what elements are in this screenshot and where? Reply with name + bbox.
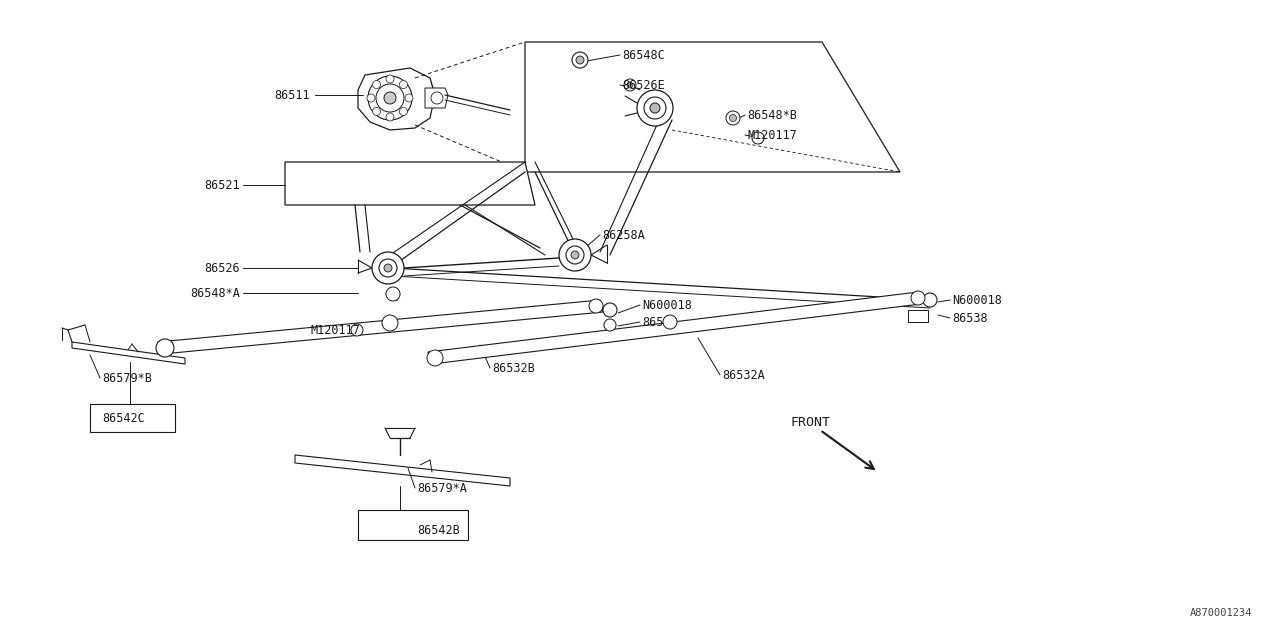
Text: 86542B: 86542B bbox=[417, 524, 460, 536]
Polygon shape bbox=[90, 404, 175, 432]
Circle shape bbox=[753, 132, 764, 144]
Circle shape bbox=[387, 113, 394, 121]
Circle shape bbox=[372, 81, 380, 88]
Polygon shape bbox=[157, 300, 603, 354]
Text: M120117: M120117 bbox=[310, 323, 360, 337]
Text: 86542C: 86542C bbox=[102, 412, 145, 424]
Circle shape bbox=[399, 81, 407, 88]
Circle shape bbox=[911, 291, 925, 305]
Circle shape bbox=[387, 75, 394, 83]
Circle shape bbox=[431, 92, 443, 104]
Polygon shape bbox=[358, 510, 468, 540]
Circle shape bbox=[372, 108, 380, 115]
Circle shape bbox=[384, 92, 396, 104]
Text: 86579*A: 86579*A bbox=[417, 481, 467, 495]
Text: 86526E: 86526E bbox=[622, 79, 664, 92]
Circle shape bbox=[627, 82, 634, 88]
Text: 86548*B: 86548*B bbox=[748, 109, 797, 122]
Polygon shape bbox=[294, 455, 509, 486]
Circle shape bbox=[589, 299, 603, 313]
Circle shape bbox=[625, 79, 636, 91]
Text: 86548*A: 86548*A bbox=[191, 287, 241, 300]
Polygon shape bbox=[72, 342, 186, 364]
Circle shape bbox=[372, 252, 404, 284]
Circle shape bbox=[726, 111, 740, 125]
Circle shape bbox=[566, 246, 584, 264]
Circle shape bbox=[428, 350, 443, 366]
Polygon shape bbox=[358, 68, 435, 130]
Text: 86526: 86526 bbox=[205, 262, 241, 275]
Circle shape bbox=[404, 94, 413, 102]
Circle shape bbox=[379, 259, 397, 277]
Text: 86548C: 86548C bbox=[622, 49, 664, 61]
Text: 86579*B: 86579*B bbox=[102, 371, 152, 385]
Circle shape bbox=[376, 84, 404, 112]
Circle shape bbox=[399, 108, 407, 115]
Circle shape bbox=[384, 264, 392, 272]
Circle shape bbox=[351, 324, 364, 336]
Text: M120117: M120117 bbox=[748, 129, 797, 141]
Text: 86511: 86511 bbox=[274, 88, 310, 102]
Circle shape bbox=[572, 52, 588, 68]
Circle shape bbox=[637, 90, 673, 126]
Polygon shape bbox=[425, 88, 448, 108]
Text: N600018: N600018 bbox=[952, 294, 1002, 307]
Circle shape bbox=[387, 287, 401, 301]
Circle shape bbox=[571, 251, 579, 259]
Text: 86521: 86521 bbox=[205, 179, 241, 191]
Text: A870001234: A870001234 bbox=[1189, 608, 1252, 618]
Circle shape bbox=[730, 115, 736, 122]
Polygon shape bbox=[908, 310, 928, 322]
Text: 86538: 86538 bbox=[952, 312, 988, 324]
Circle shape bbox=[367, 94, 375, 102]
Text: 86532B: 86532B bbox=[492, 362, 535, 374]
Polygon shape bbox=[428, 292, 922, 364]
Polygon shape bbox=[525, 42, 900, 172]
Text: 86532A: 86532A bbox=[722, 369, 764, 381]
Text: N600018: N600018 bbox=[643, 298, 692, 312]
Polygon shape bbox=[285, 162, 535, 205]
Circle shape bbox=[663, 315, 677, 329]
Circle shape bbox=[604, 319, 616, 331]
Circle shape bbox=[644, 97, 666, 119]
Circle shape bbox=[156, 339, 174, 357]
Text: 86538: 86538 bbox=[643, 316, 677, 328]
Circle shape bbox=[650, 103, 660, 113]
Circle shape bbox=[603, 303, 617, 317]
Circle shape bbox=[923, 293, 937, 307]
Circle shape bbox=[576, 56, 584, 64]
Text: 86258A: 86258A bbox=[602, 228, 645, 241]
Circle shape bbox=[369, 76, 412, 120]
Circle shape bbox=[559, 239, 591, 271]
Text: FRONT: FRONT bbox=[790, 415, 829, 429]
Circle shape bbox=[381, 315, 398, 331]
